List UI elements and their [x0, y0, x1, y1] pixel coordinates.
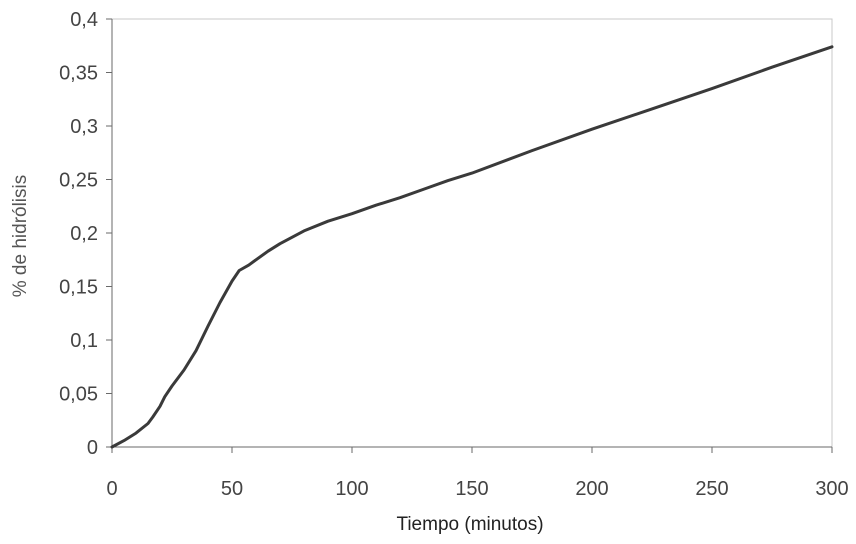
x-axis-title: Tiempo (minutos): [396, 514, 543, 535]
x-axis: 0 50 100 150 200 250 300: [106, 446, 849, 500]
y-tick-label: 0,15: [59, 277, 98, 299]
y-tick-label: 0,1: [70, 330, 98, 352]
x-tick-label: 200: [575, 478, 608, 500]
y-axis: 0 0,05 0,1 0,15 0,2 0,25 0,3 0,35 0,4: [59, 9, 113, 459]
y-tick-label: 0,4: [70, 9, 98, 31]
x-tick-label: 100: [335, 478, 368, 500]
y-tick-label: 0,3: [70, 116, 98, 138]
x-tick-label: 0: [106, 478, 117, 500]
y-tick-label: 0: [87, 437, 98, 459]
y-tick-label: 0,2: [70, 223, 98, 245]
x-tick-label: 250: [695, 478, 728, 500]
x-tick-label: 50: [221, 478, 243, 500]
y-axis-title: % de hidrólisis: [10, 175, 31, 298]
y-tick-label: 0,05: [59, 384, 98, 406]
x-tick-label: 150: [455, 478, 488, 500]
y-tick-label: 0,25: [59, 170, 98, 192]
series-line: [110, 45, 834, 449]
series-layer: [110, 45, 834, 449]
x-tick-label: 300: [815, 478, 848, 500]
y-tick-label: 0,35: [59, 63, 98, 85]
